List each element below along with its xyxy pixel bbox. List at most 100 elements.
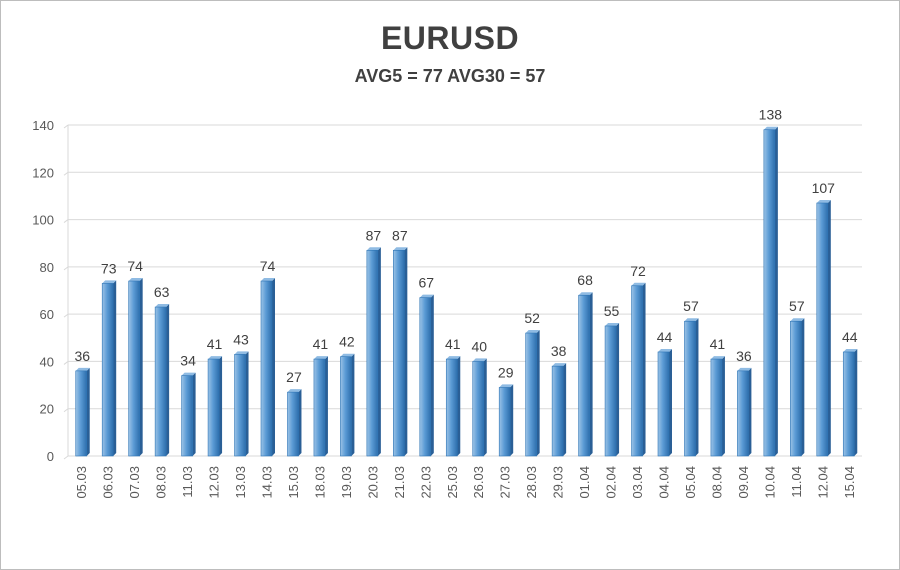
bar-top (631, 282, 646, 286)
bar-top (419, 294, 434, 298)
x-tick-label: 05.03 (74, 466, 89, 499)
x-tick-label: 15.04 (842, 466, 857, 499)
bar-top (208, 356, 223, 360)
bar-front (75, 370, 88, 457)
x-tick-label: 25.03 (445, 466, 460, 499)
data-label: 42 (339, 334, 355, 350)
bar-front (313, 358, 326, 457)
bar-top (684, 318, 699, 322)
bar-top (75, 367, 90, 371)
bar (419, 294, 434, 457)
data-label: 87 (392, 227, 408, 243)
x-tick-label: 15.03 (286, 466, 301, 499)
bar-front (101, 283, 114, 457)
bar-side (616, 322, 620, 456)
bar-front (419, 297, 432, 457)
bar-top (816, 200, 831, 204)
gridline-edge (63, 408, 69, 413)
gridline-edge (63, 361, 69, 365)
bar (260, 278, 275, 457)
data-label: 34 (180, 353, 196, 369)
bar-side (139, 278, 143, 456)
data-label: 67 (419, 275, 435, 291)
bar-side (774, 126, 778, 456)
x-tick-label: 21.03 (392, 466, 407, 499)
bar (710, 356, 725, 457)
bar (75, 367, 90, 457)
bar-top (155, 304, 170, 308)
bar-top (499, 384, 514, 388)
x-tick-label: 28.03 (524, 466, 539, 499)
data-label: 41 (445, 336, 461, 352)
bar (207, 356, 223, 457)
bar (842, 348, 858, 457)
bar (287, 389, 302, 457)
bar-front (472, 361, 485, 457)
data-label: 41 (710, 336, 726, 352)
bar-front (234, 354, 246, 457)
bar-side (510, 384, 514, 456)
bar-side (219, 356, 223, 456)
bars (75, 126, 858, 457)
bar-side (748, 367, 752, 456)
bar-side (272, 278, 275, 456)
bar-front (551, 365, 564, 457)
bar-side (801, 318, 805, 456)
bar (181, 372, 196, 457)
x-tick-label: 02.04 (604, 466, 619, 499)
x-tick-label: 18.03 (312, 466, 327, 499)
bar-front (790, 320, 802, 457)
bar (234, 351, 249, 457)
bar-front (128, 280, 140, 457)
bar (101, 280, 117, 457)
bar-side (589, 292, 593, 456)
x-tick-label: 12.03 (207, 466, 222, 499)
bar (366, 247, 381, 457)
bar (128, 278, 143, 457)
bar-top (261, 278, 275, 282)
x-tick-label: 26.03 (471, 466, 486, 499)
bar-top (472, 358, 487, 362)
y-tick-label: 140 (32, 118, 54, 133)
bar-front (578, 294, 590, 457)
bar (737, 367, 752, 457)
chart-title: EURUSD (380, 20, 520, 56)
x-tick-label: 19.03 (339, 466, 354, 499)
bar (525, 330, 540, 457)
data-label: 36 (74, 348, 90, 364)
bar-side (351, 353, 355, 456)
bar-front (154, 306, 167, 457)
data-label: 44 (842, 329, 858, 345)
x-tick-label: 12.04 (815, 466, 830, 499)
bar-side (457, 356, 461, 456)
data-label: 138 (759, 107, 783, 123)
bar-side (113, 280, 117, 456)
gridline-edge (63, 124, 69, 129)
data-label: 72 (630, 263, 646, 279)
gridline-edge (63, 171, 69, 176)
gridline-edge (63, 219, 69, 223)
bar-side (642, 282, 646, 456)
bar (790, 318, 805, 457)
y-tick-label: 80 (40, 260, 54, 275)
bar (445, 356, 461, 457)
bar (684, 318, 699, 457)
bar-top (446, 356, 461, 360)
bar-top (658, 348, 672, 352)
data-label: 63 (154, 284, 170, 300)
bar-top (843, 348, 858, 352)
bar-front (287, 391, 299, 457)
chart-subtitle: AVG5 = 77 AVG30 = 57 (354, 66, 546, 86)
x-tick-label: 20.03 (365, 466, 380, 499)
bar-top (525, 330, 540, 334)
x-tick-label: 11.03 (180, 466, 195, 498)
data-label: 107 (812, 180, 836, 196)
bar (551, 363, 567, 457)
bar-top (128, 278, 143, 282)
bar (631, 282, 646, 457)
bar-front (657, 351, 670, 457)
data-label: 29 (498, 364, 514, 380)
bar-side (827, 200, 831, 456)
data-label: 68 (577, 272, 593, 288)
data-label: 38 (551, 343, 567, 359)
